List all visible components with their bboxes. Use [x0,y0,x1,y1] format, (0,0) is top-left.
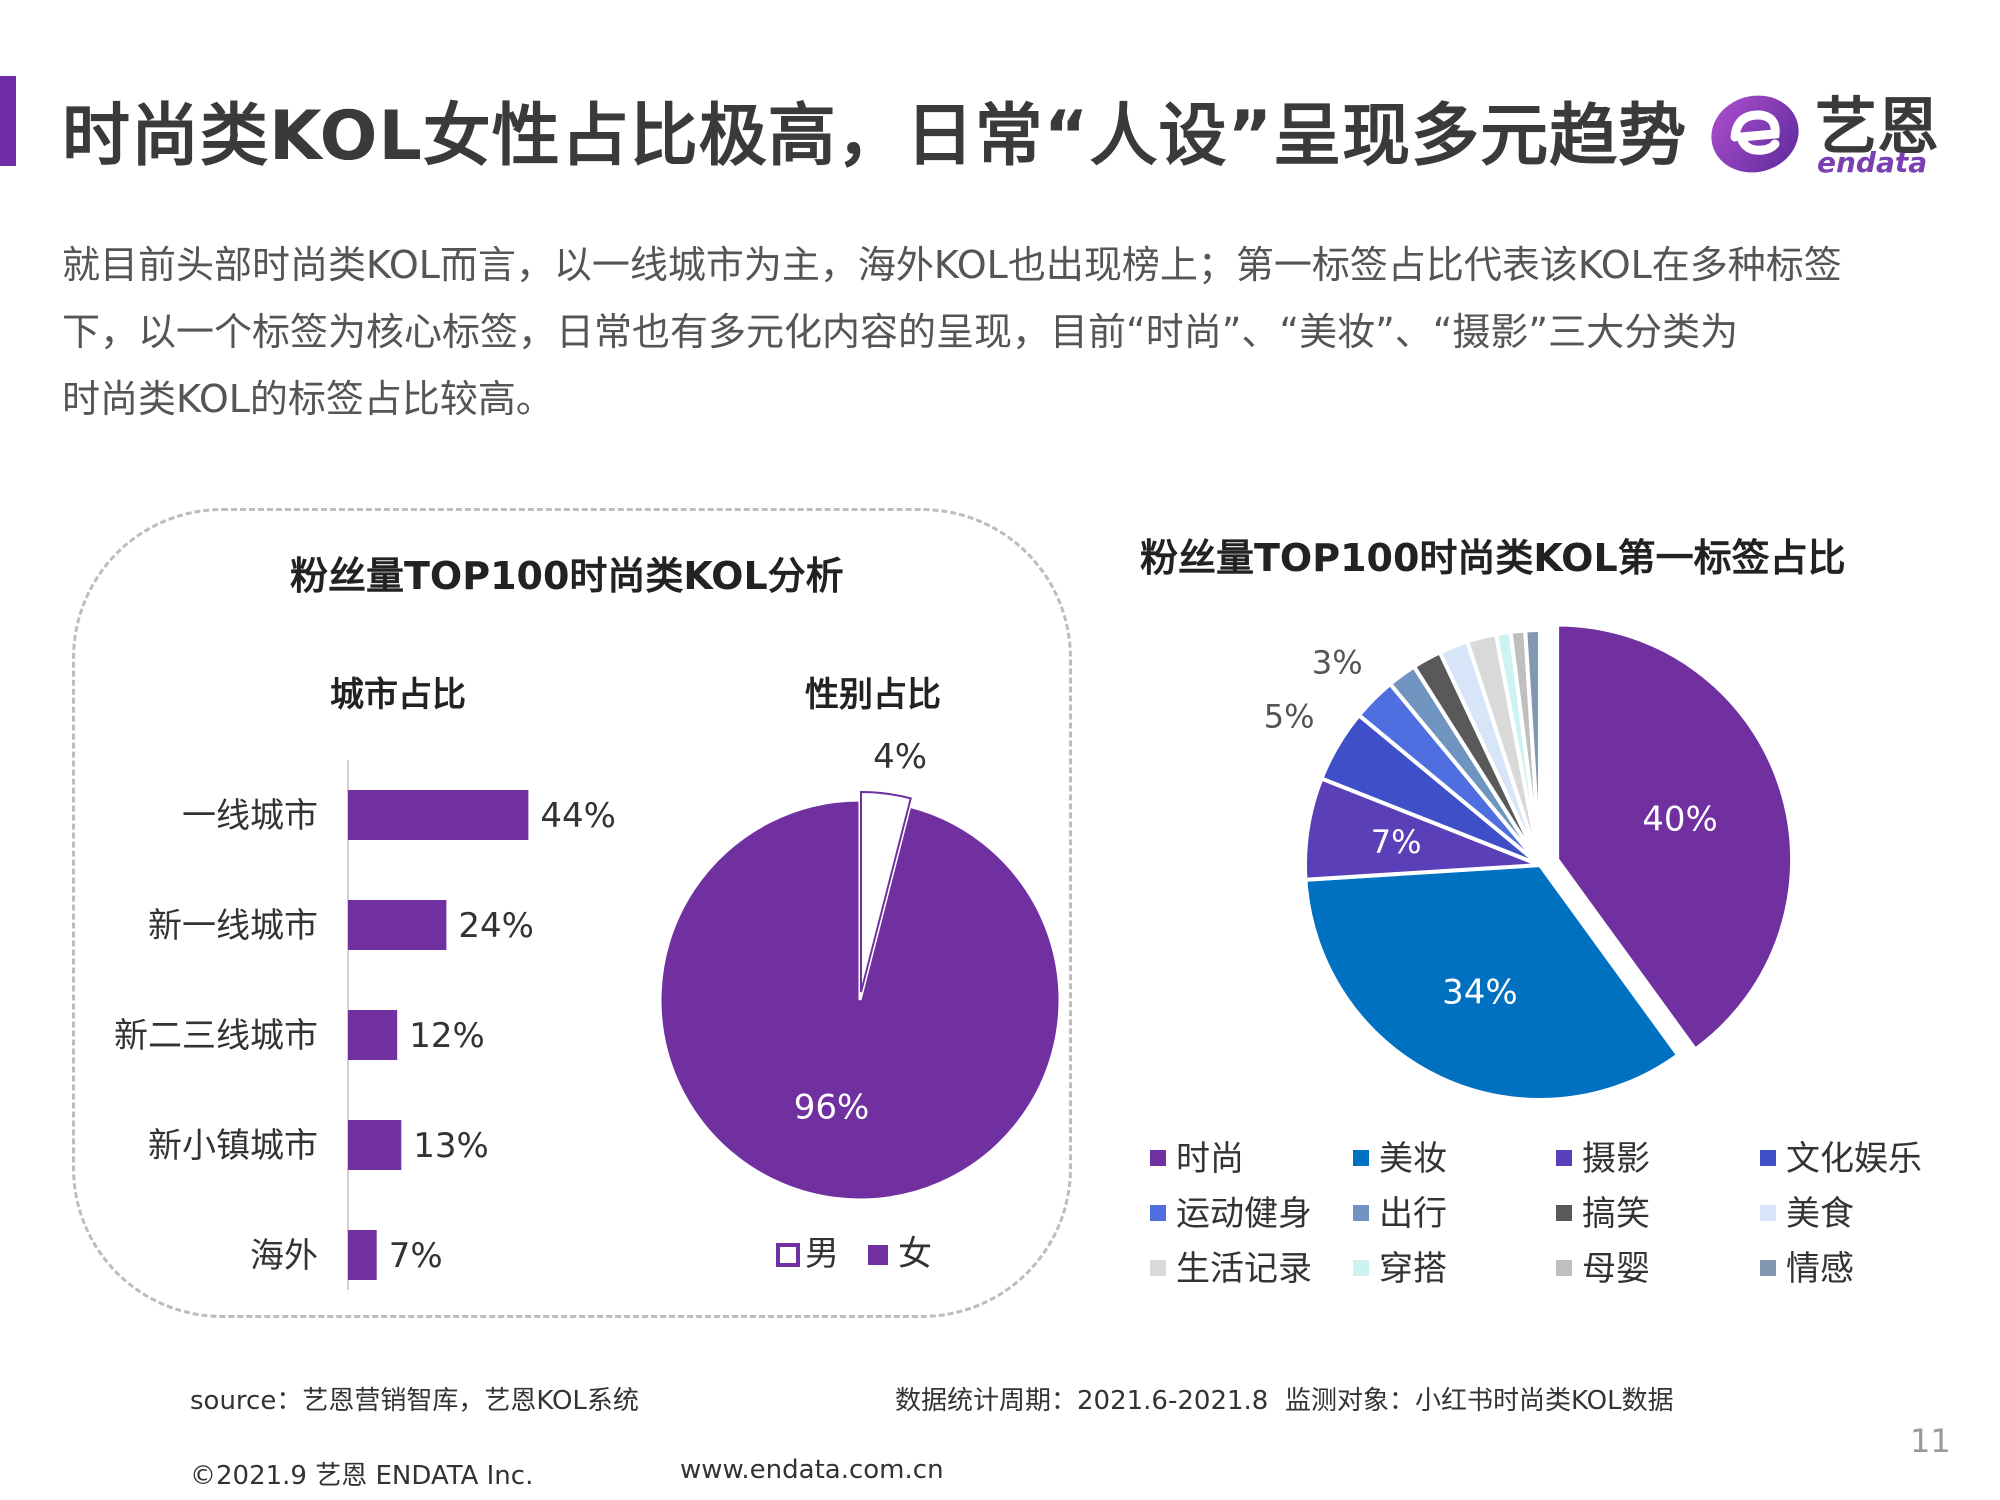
tag-value-label: 7% [1371,823,1422,861]
footer-period: 数据统计周期：2021.6-2021.8 [895,1386,1269,1416]
city-bar-chart: 一线城市 44% 新一线城市 24% 新二三线城市 12% 新小镇城市 13% 海外 7% [114,760,616,1290]
city-category-label: 一线城市 [182,796,318,836]
tag-legend-swatch [1150,1260,1166,1276]
gender-value-label-male: 4% [873,737,927,777]
city-category-label: 新小镇城市 [148,1126,318,1166]
page-number: 11 [1910,1422,1951,1460]
footer-target: 监测对象：小红书时尚类KOL数据 [1285,1386,1674,1416]
gender-value-label-female: 96% [794,1087,870,1127]
intro-paragraph: 就目前头部时尚类KOL而言，以一线城市为主，海外KOL也出现榜上；第一标签占比代… [62,232,1942,433]
endata-logo-mark-icon [1711,95,1799,173]
tag-legend-label: 运动健身 [1176,1194,1312,1234]
tag-legend-label: 搞笑 [1582,1194,1650,1234]
city-bar [348,1120,402,1170]
tag-legend-label: 母婴 [1582,1249,1650,1289]
tag-legend-swatch [1760,1150,1776,1166]
footer-source: source：艺恩营销智库，艺恩KOL系统 [190,1386,639,1416]
endata-logo: 艺恩 endata [1705,82,1955,182]
footer-website[interactable]: www.endata.com.cn [680,1455,944,1485]
left-panel-title: 粉丝量TOP100时尚类KOL分析 [290,554,844,598]
gender-slice-female [658,798,1062,1202]
intro-line: 下，以一个标签为核心标签，日常也有多元化内容的呈现，目前“时尚”、“美妆”、“摄… [62,310,1739,354]
footer-copyright: ©2021.9 艺恩 ENDATA Inc. [190,1461,534,1491]
legend-swatch-female [868,1245,888,1265]
city-bar [348,790,529,840]
tag-legend-swatch [1556,1150,1572,1166]
intro-line: 时尚类KOL的标签占比较高。 [62,377,554,421]
city-bar [348,1230,377,1280]
tag-legend-label: 生活记录 [1176,1249,1312,1289]
tag-slice [1523,627,1542,866]
city-value-label: 7% [389,1236,443,1276]
title-accent-bar [0,76,16,166]
tag-legend-swatch [1353,1150,1369,1166]
tag-legend-label: 文化娱乐 [1786,1139,1922,1179]
tag-legend-swatch [1556,1260,1572,1276]
tag-legend-swatch [1760,1205,1776,1221]
city-value-label: 44% [540,796,616,836]
city-value-label: 13% [413,1126,489,1166]
tag-value-label: 34% [1442,973,1518,1013]
tag-legend-swatch [1353,1205,1369,1221]
tag-value-label: 3% [1312,643,1363,681]
tag-legend-label: 穿搭 [1379,1249,1447,1289]
city-value-label: 12% [409,1016,485,1056]
tag-legend-label: 情感 [1786,1249,1854,1289]
city-value-label: 24% [458,906,534,946]
legend-label-female: 女 [898,1234,932,1274]
logo-chinese-text: 艺恩 [1815,90,1940,163]
tag-slice [1303,862,1681,1102]
tag-legend-label: 出行 [1379,1194,1447,1234]
gender-slice-male [859,791,912,993]
city-bar [348,1010,398,1060]
legend-swatch-male [776,1243,800,1267]
tag-legend-label: 摄影 [1582,1139,1650,1179]
tag-legend-label: 时尚 [1176,1139,1244,1179]
city-category-label: 新二三线城市 [114,1016,318,1056]
left-panel-box [72,508,1072,1318]
tag-slice [1555,622,1795,1053]
right-panel-title: 粉丝量TOP100时尚类KOL第一标签占比 [1140,536,1846,580]
page-title: 时尚类KOL女性占比极高，日常“人设”呈现多元趋势 [62,97,1688,176]
logo-english-text: endata [1817,146,1928,179]
intro-line: 就目前头部时尚类KOL而言，以一线城市为主，海外KOL也出现榜上；第一标签占比代… [62,243,1842,287]
city-category-label: 新一线城市 [148,906,318,946]
tag-legend-swatch [1353,1260,1369,1276]
tag-value-label: 40% [1642,799,1718,839]
city-bar [348,900,447,950]
tag-legend-label: 美妆 [1379,1139,1447,1179]
legend-label-male: 男 [805,1234,839,1274]
city-category-label: 海外 [250,1236,318,1276]
tag-legend-swatch [1760,1260,1776,1276]
tag-legend-swatch [1150,1205,1166,1221]
city-chart-title: 城市占比 [330,675,466,715]
gender-pie-chart: 4% 96% 男 女 [658,737,1062,1274]
tag-legend-label: 美食 [1786,1194,1854,1234]
gender-chart-title: 性别占比 [805,675,941,715]
tag-legend-swatch [1150,1150,1166,1166]
tag-legend-swatch [1556,1205,1572,1221]
tag-value-label: 5% [1264,698,1315,736]
